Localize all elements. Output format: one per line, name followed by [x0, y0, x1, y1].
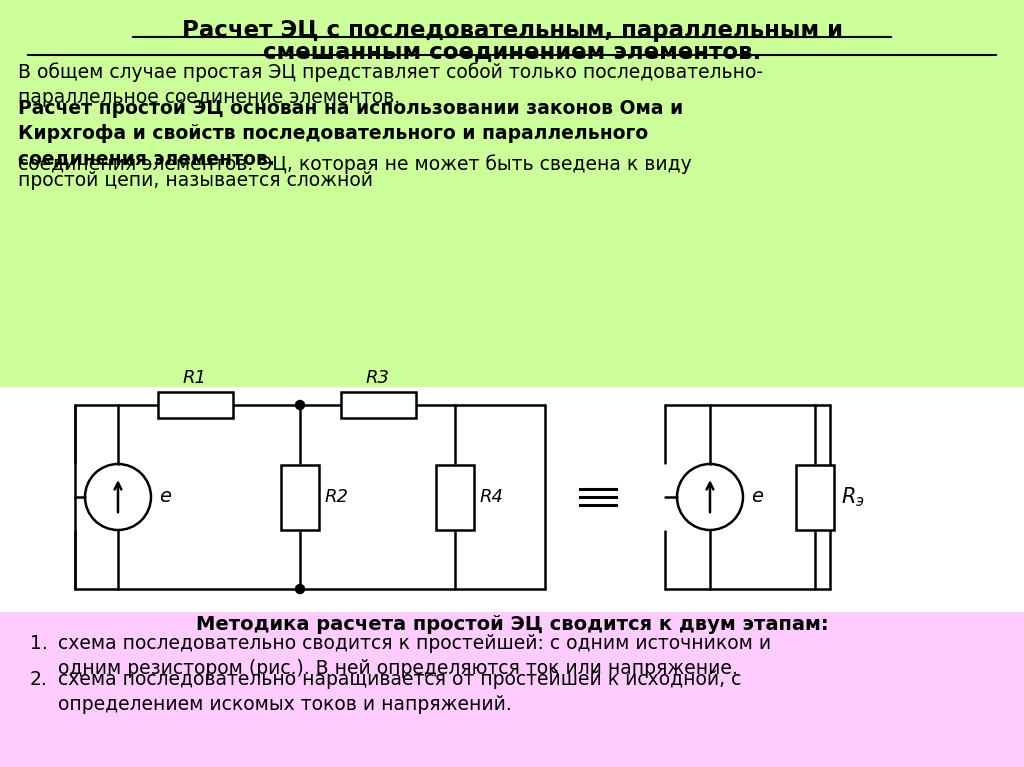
Bar — [281, 465, 319, 529]
Text: R1: R1 — [183, 369, 207, 387]
Bar — [341, 392, 416, 418]
Bar — [436, 465, 474, 529]
Circle shape — [296, 584, 304, 594]
Text: 2.: 2. — [30, 670, 48, 689]
Text: e: e — [751, 488, 763, 506]
Text: схема последовательно наращивается от простейшей к исходной, с
определением иско: схема последовательно наращивается от пр… — [58, 670, 741, 714]
Text: e: e — [159, 488, 171, 506]
Text: $R_э$: $R_э$ — [841, 486, 864, 509]
FancyBboxPatch shape — [0, 0, 1024, 387]
Bar — [158, 392, 232, 418]
Text: 1.: 1. — [30, 634, 48, 653]
Text: Методика расчета простой ЭЦ сводится к двум этапам:: Методика расчета простой ЭЦ сводится к д… — [196, 615, 828, 634]
FancyBboxPatch shape — [0, 387, 1024, 612]
Bar — [796, 465, 834, 529]
FancyBboxPatch shape — [0, 612, 1024, 767]
Text: R2: R2 — [325, 488, 349, 506]
Text: R3: R3 — [366, 369, 390, 387]
Text: схема последовательно сводится к простейшей: с одним источником и
одним резистор: схема последовательно сводится к простей… — [58, 634, 771, 678]
Text: смешанным соединением элементов.: смешанным соединением элементов. — [263, 41, 761, 64]
Text: соединения элементов. ЭЦ, которая не может быть сведена к виду: соединения элементов. ЭЦ, которая не мож… — [18, 154, 692, 173]
Text: Расчет простой ЭЦ основан на использовании законов Ома и
Кирхгофа и свойств посл: Расчет простой ЭЦ основан на использован… — [18, 99, 683, 168]
Circle shape — [296, 400, 304, 410]
Text: Расчет ЭЦ с последовательным, параллельным и: Расчет ЭЦ с последовательным, параллельн… — [181, 19, 843, 42]
Text: В общем случае простая ЭЦ представляет собой только последовательно-
параллельно: В общем случае простая ЭЦ представляет с… — [18, 62, 763, 107]
Text: простой цепи, называется сложной: простой цепи, называется сложной — [18, 171, 373, 190]
Text: R4: R4 — [480, 488, 504, 506]
